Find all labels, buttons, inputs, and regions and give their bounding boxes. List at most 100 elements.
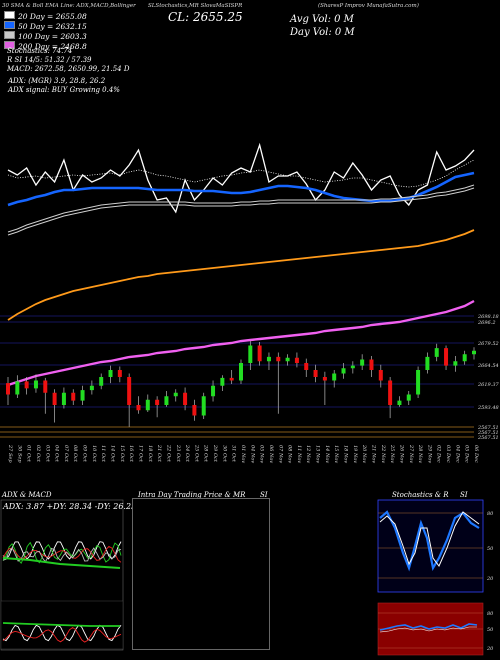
candle-body	[52, 392, 57, 405]
legend-swatch	[4, 21, 15, 29]
price-line	[7, 142, 475, 214]
candle-body	[462, 354, 467, 362]
stoch-tick: 50	[487, 546, 494, 552]
candle-body	[369, 359, 374, 370]
legend-swatch	[4, 31, 15, 39]
rsi-tick: 50	[487, 627, 494, 633]
candle-body	[434, 348, 439, 357]
stoch-si: SI	[460, 491, 468, 499]
x-tick-label: 18 Oct	[147, 445, 153, 463]
ma200-line	[7, 299, 475, 387]
candle-body	[406, 394, 411, 401]
candle-body	[61, 392, 66, 405]
candle-body	[89, 385, 94, 391]
close-label: CL: 2655.25	[168, 10, 243, 24]
candle-body	[80, 390, 85, 401]
adx-series-line	[2, 546, 122, 563]
x-tick-label: 21 Oct	[156, 444, 162, 463]
x-tick-label: 01 Oct	[26, 445, 32, 463]
candle-body	[220, 377, 225, 386]
x-tick-label: 09 Oct	[82, 445, 88, 463]
stoch-k-line	[379, 510, 480, 572]
x-tick-label: 30 Oct	[221, 445, 227, 463]
x-tick-label: 06 Dec	[473, 445, 479, 463]
x-tick-label: 17 Oct	[137, 445, 143, 463]
x-tick-label: 15 Nov	[333, 445, 339, 463]
candle-body	[33, 380, 38, 389]
legend-label: 200 Day = 2468.8	[18, 42, 87, 51]
ma20-dotted-line	[7, 159, 475, 188]
stoch-rsi-panel: 80 50 20 80 50 20	[377, 499, 494, 656]
x-tick-label: 24 Oct	[184, 444, 190, 463]
x-tick-label: 20 Nov	[361, 444, 367, 463]
x-tick-label: 05 Dec	[464, 445, 470, 463]
avg-vol: Avg Vol: 0 M	[290, 14, 354, 25]
intraday-si: SI	[260, 491, 268, 499]
x-tick-label: 22 Oct	[165, 444, 171, 463]
x-tick-label: 22 Nov	[380, 444, 386, 463]
candle-body	[313, 370, 318, 377]
y-tick-label: 2567.51	[477, 435, 499, 441]
indicator-stats: Stochastics: 74.74 R SI 14/5: 51.32 / 57.…	[7, 47, 129, 74]
candle-body	[43, 380, 48, 393]
candle-body	[276, 356, 281, 362]
x-tick-label: 16 Oct	[128, 445, 134, 463]
header-line-left: 30 SMA & Boll EMA Line: ADX,MACD,Bolling…	[2, 3, 136, 9]
adx-panel-title: ADX & MACD	[2, 491, 52, 499]
y-tick-label: 2696.2	[477, 320, 496, 326]
x-tick-label: 21 Nov	[370, 444, 376, 463]
legend-swatch	[4, 11, 15, 19]
candle-body	[211, 385, 216, 397]
candle-body	[378, 370, 383, 381]
macd-hist-line	[2, 622, 120, 627]
ma100-line-a	[7, 187, 475, 236]
candle-body	[332, 373, 337, 381]
candle-body	[322, 377, 327, 381]
candle-body	[388, 380, 393, 405]
x-tick-label: 07 Oct	[63, 445, 69, 463]
adx-main-line	[2, 557, 121, 569]
candle-body	[350, 365, 355, 369]
candle-body	[341, 368, 346, 374]
candle-body	[201, 396, 206, 416]
candle-body	[239, 363, 243, 381]
x-tick-label: 11 Nov	[296, 445, 302, 463]
candle-body	[24, 381, 29, 389]
candle-body	[416, 370, 421, 395]
x-tick-label: 27 Nov	[408, 444, 414, 463]
candle-body	[164, 396, 169, 405]
x-tick-label: 04 Dec	[454, 445, 460, 463]
stat-line: MACD: 2672.58, 2650.99, 21.54 D	[7, 65, 130, 73]
candle-body	[248, 345, 253, 363]
orange-ma-line	[7, 229, 475, 321]
adx-signal: ADX signal: BUY Growing 0.4%	[8, 86, 120, 94]
intraday-panel	[132, 498, 270, 650]
x-tick-label: 31 Oct	[231, 445, 237, 463]
candle-body	[472, 350, 476, 355]
adx-series-line	[2, 545, 122, 563]
rsi-signal-line	[379, 626, 477, 633]
candle-body	[15, 381, 20, 395]
x-tick-label: 06 Nov	[268, 445, 274, 463]
header-line-right: (SharesP Improv MunafaSutra.com)	[318, 3, 419, 9]
rsi-tick: 80	[487, 611, 494, 617]
x-tick-label: 28 Nov	[417, 444, 423, 463]
legend-label: 50 Day = 2632.15	[18, 22, 87, 31]
x-tick-label: 29 Oct	[212, 444, 218, 463]
x-tick-label: 03 Oct	[44, 445, 50, 463]
candle-body	[425, 356, 430, 370]
candle-body	[117, 370, 122, 377]
legend-label: 100 Day = 2603.3	[18, 32, 87, 41]
candle-body	[71, 392, 76, 401]
stoch-d-line	[379, 511, 480, 567]
adx-series-line	[2, 541, 122, 560]
stat-line: R SI 14/5: 51.32 / 57.39	[7, 56, 92, 64]
candle-body	[294, 357, 299, 363]
candle-body	[285, 357, 290, 362]
candle-body	[192, 405, 197, 416]
y-tick-label: 2698.18	[477, 314, 499, 320]
candle-body	[444, 348, 449, 366]
stoch-title: Stochastics & R	[392, 491, 449, 499]
candle-body	[360, 359, 365, 366]
